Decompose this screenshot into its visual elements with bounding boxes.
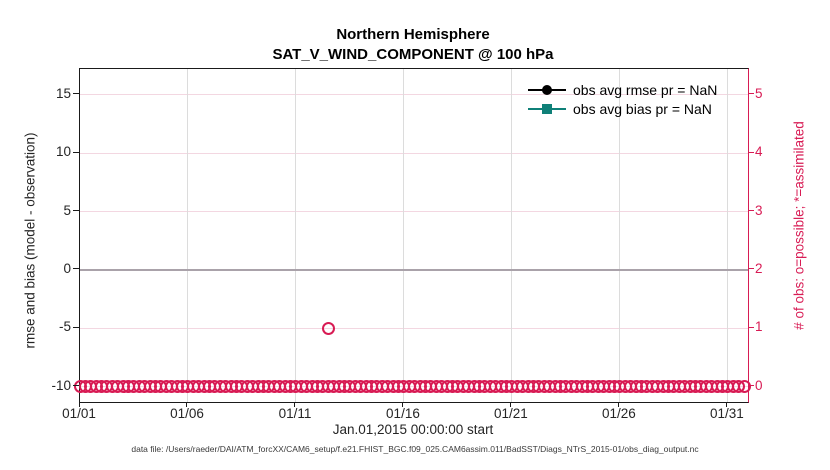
x-tick-mark xyxy=(402,402,404,407)
h-gridline xyxy=(80,211,748,213)
x-tick-mark xyxy=(510,402,512,407)
right-axis-label: # of obs: o=possible; *=assimilated xyxy=(791,121,807,330)
zero-line xyxy=(80,268,748,271)
legend-line xyxy=(528,103,566,114)
left-tick-mark xyxy=(73,151,79,153)
legend: obs avg rmse pr = NaN obs avg bias pr = N… xyxy=(528,80,717,118)
h-gridline xyxy=(80,152,748,154)
right-tick-label: 4 xyxy=(755,144,763,160)
left-tick-mark xyxy=(73,326,79,328)
v-gridline xyxy=(511,69,513,402)
circle-marker-icon xyxy=(542,84,552,95)
left-tick-label: 15 xyxy=(55,85,71,101)
v-gridline xyxy=(403,69,405,402)
x-tick-mark xyxy=(186,402,188,407)
right-tick-mark xyxy=(748,385,754,387)
x-tick-mark xyxy=(618,402,620,407)
possible-obs-marker xyxy=(737,380,751,394)
left-tick-mark xyxy=(73,268,79,270)
legend-label: obs avg bias pr = NaN xyxy=(573,100,712,117)
legend-entry-0: obs avg rmse pr = NaN xyxy=(528,80,717,99)
left-tick-mark xyxy=(73,210,79,212)
v-gridline xyxy=(187,69,189,402)
v-gridline xyxy=(295,69,297,402)
x-tick-mark xyxy=(78,402,80,407)
plot-area xyxy=(73,68,751,403)
x-tick-mark xyxy=(726,402,728,407)
legend-label: obs avg rmse pr = NaN xyxy=(573,81,718,98)
right-tick-label: 3 xyxy=(755,202,763,218)
left-tick-mark xyxy=(73,93,79,95)
left-tick-label: 0 xyxy=(63,260,71,276)
x-tick-label: 01/01 xyxy=(62,406,96,421)
left-tick-label: -5 xyxy=(58,319,71,335)
x-tick-label: 01/11 xyxy=(278,406,312,421)
right-tick-label: 5 xyxy=(755,85,763,101)
left-tick-label: -10 xyxy=(51,377,71,393)
plot-title: Northern Hemisphere xyxy=(336,26,490,43)
x-tick-mark xyxy=(294,402,296,407)
x-axis-label: Jan.01,2015 00:00:00 start xyxy=(332,422,494,437)
h-gridline xyxy=(80,327,748,329)
x-tick-label: 01/06 xyxy=(170,406,204,421)
right-tick-mark xyxy=(748,151,754,153)
legend-entry-1: obs avg bias pr = NaN xyxy=(528,99,717,118)
x-tick-label: 01/21 xyxy=(494,406,528,421)
right-tick-label: 0 xyxy=(755,377,763,393)
right-tick-label: 1 xyxy=(755,319,763,335)
data-file-caption: data file: /Users/raeder/DAI/ATM_forcXX/… xyxy=(131,444,699,454)
left-axis-label: rmse and bias (model - observation) xyxy=(22,132,38,349)
legend-line xyxy=(528,84,566,95)
right-tick-mark xyxy=(748,326,754,328)
left-tick-label: 10 xyxy=(55,144,71,160)
square-marker-icon xyxy=(542,103,552,114)
v-gridline xyxy=(619,69,621,402)
h-gridline xyxy=(80,94,748,96)
left-tick-label: 5 xyxy=(63,202,71,218)
right-tick-label: 2 xyxy=(755,260,763,276)
x-tick-label: 01/31 xyxy=(710,406,744,421)
v-gridline xyxy=(727,69,729,402)
plot-subtitle: SAT_V_WIND_COMPONENT @ 100 hPa xyxy=(272,46,554,63)
x-tick-label: 01/16 xyxy=(386,406,420,421)
right-tick-mark xyxy=(748,210,754,212)
possible-obs-marker xyxy=(321,321,335,335)
right-tick-mark xyxy=(748,268,754,270)
x-tick-label: 01/26 xyxy=(602,406,636,421)
left-tick-mark xyxy=(73,385,79,387)
right-tick-mark xyxy=(748,93,754,95)
